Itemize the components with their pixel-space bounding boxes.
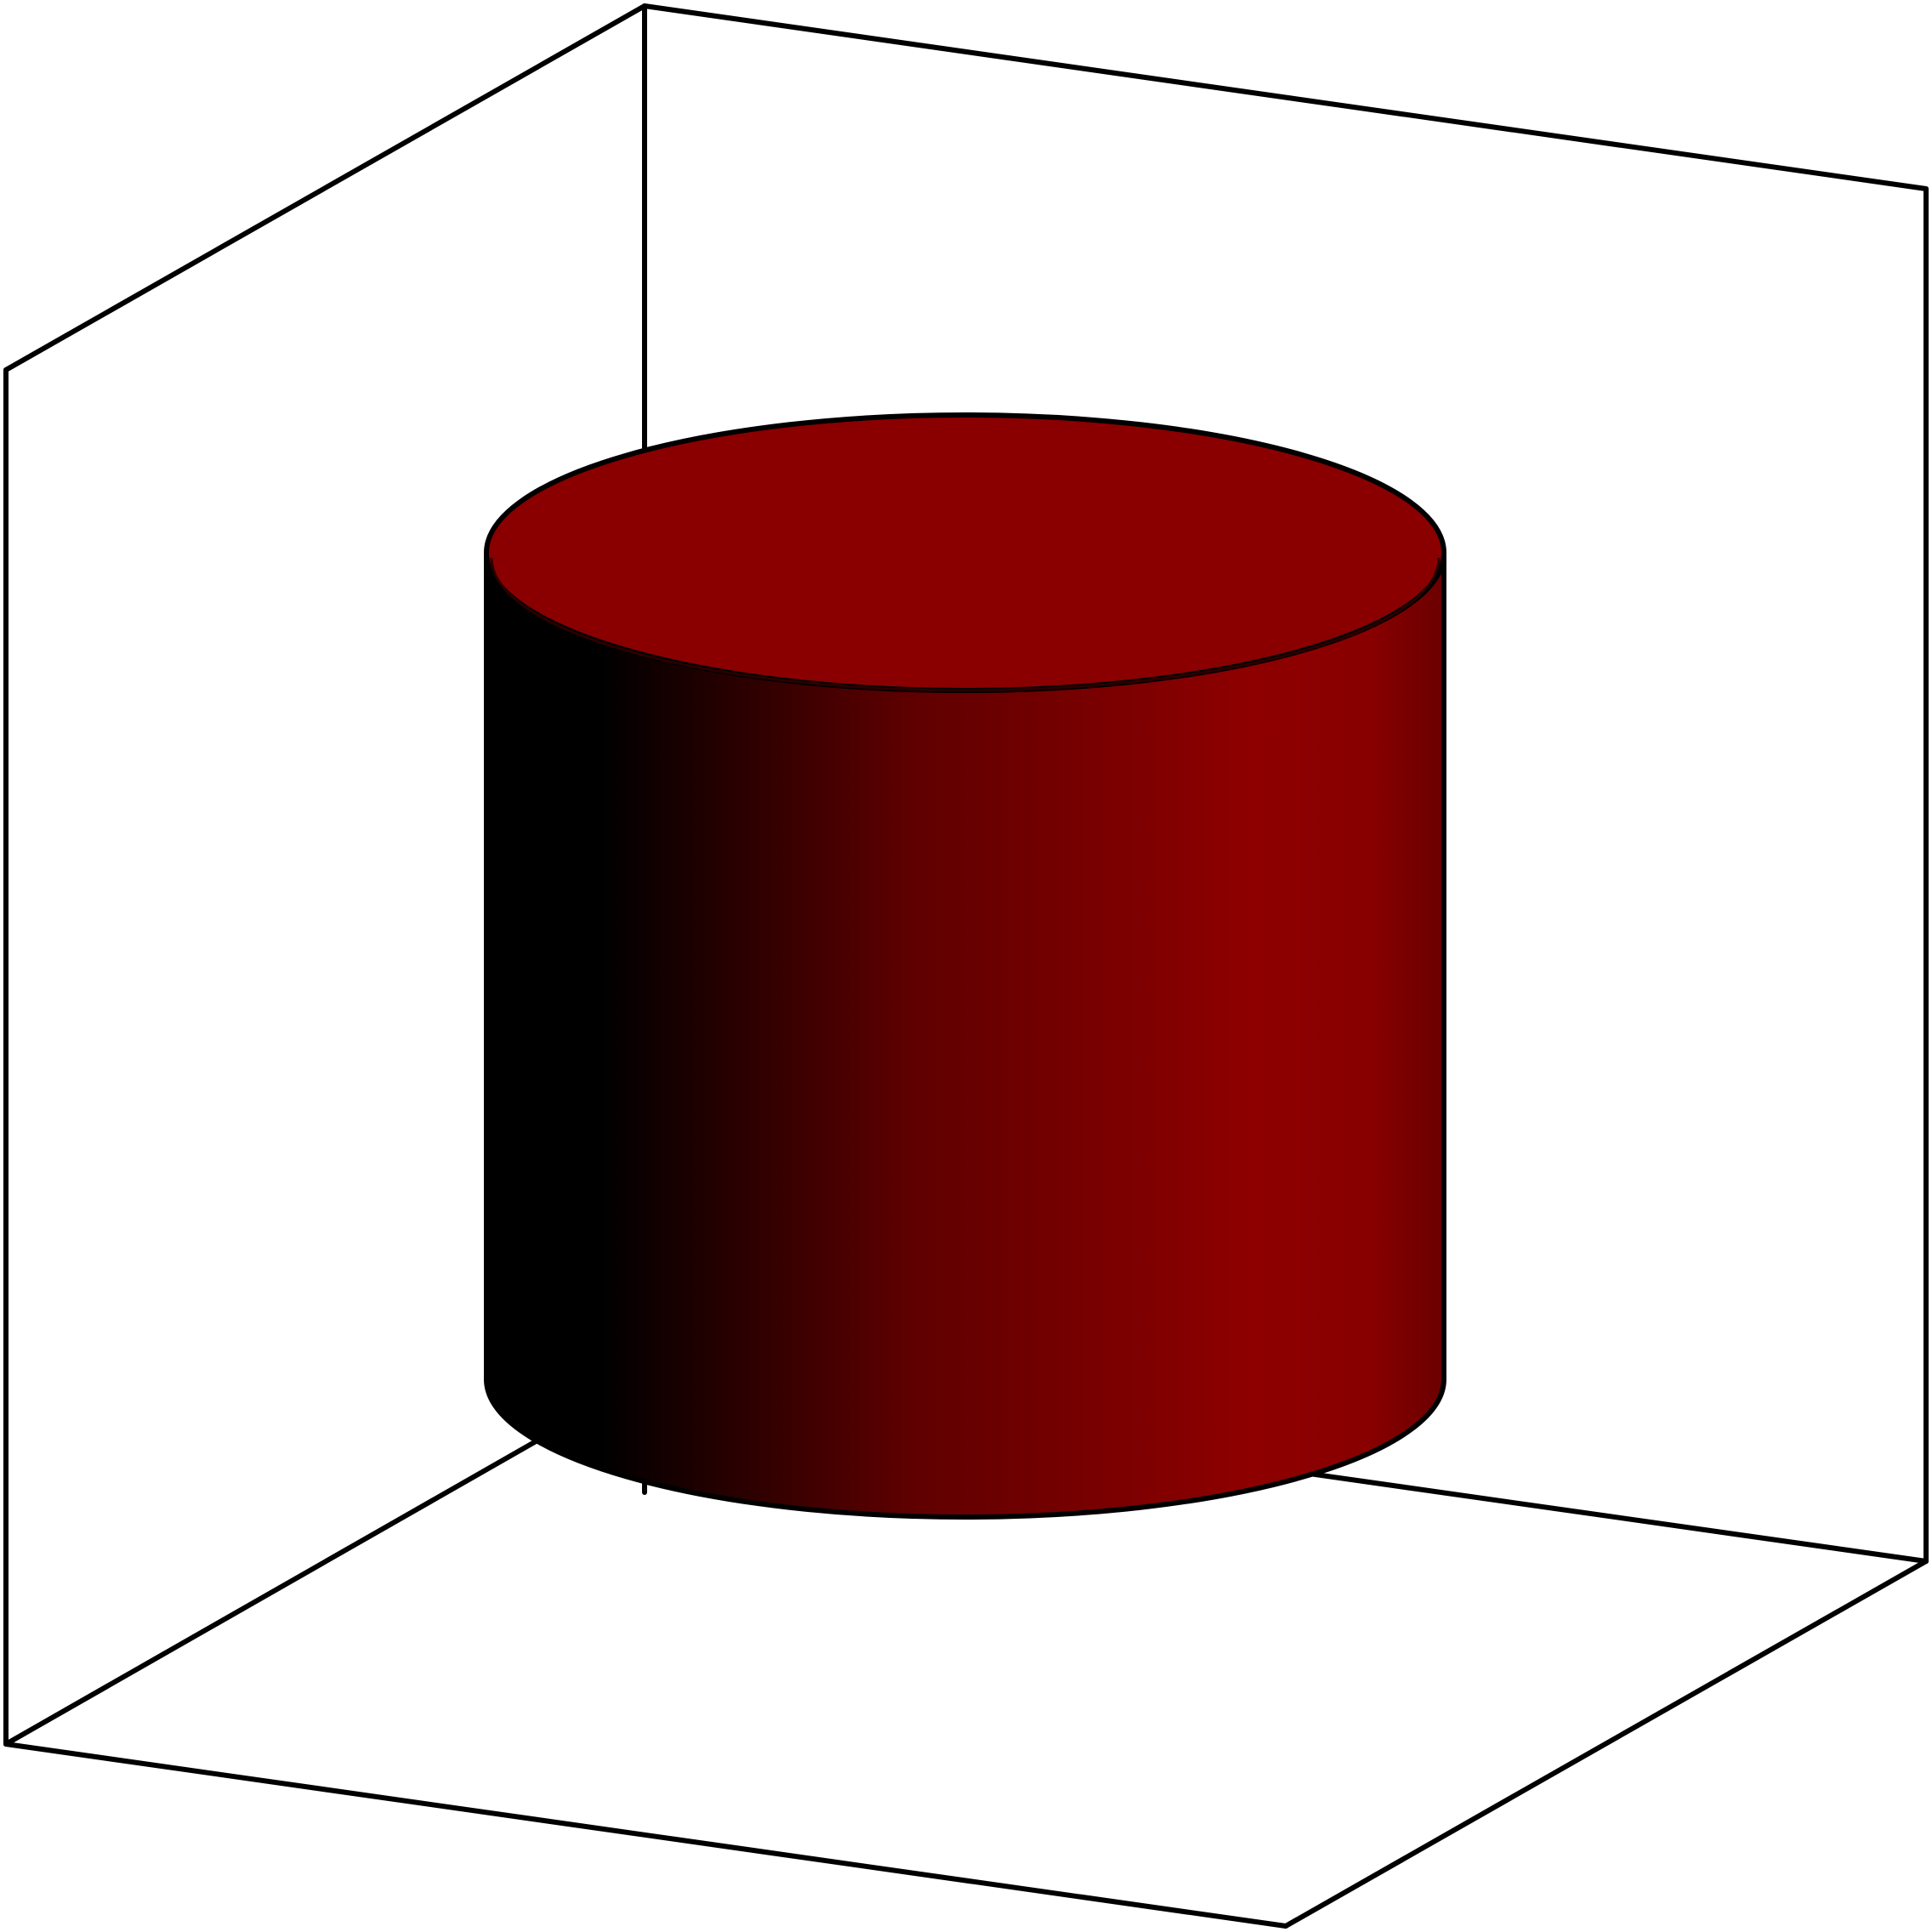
box-edge-back-top-right bbox=[642, 3, 1929, 191]
bounding-box-front-edges bbox=[3, 186, 1929, 1929]
box-edge-front-bottom-right bbox=[1283, 1559, 1929, 1929]
box-edge-front-bottom-left bbox=[3, 1742, 1288, 1929]
cylinder bbox=[484, 412, 1446, 1520]
cylinder-top-rim bbox=[490, 557, 1440, 692]
box-edge-back-top-left bbox=[3, 3, 647, 372]
cylinder-top-face bbox=[484, 412, 1446, 693]
cylinder-side bbox=[484, 552, 1446, 1520]
